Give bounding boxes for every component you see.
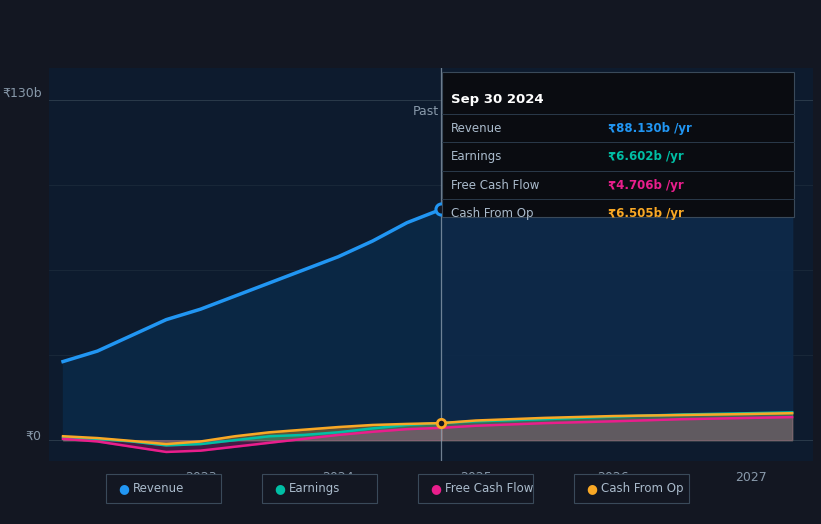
Text: Analysts Forecasts: Analysts Forecasts: [452, 105, 569, 118]
Text: ●: ●: [275, 483, 286, 495]
Text: Earnings: Earnings: [451, 150, 502, 163]
Text: Cash From Op: Cash From Op: [601, 483, 683, 495]
Text: Sep 30 2024: Sep 30 2024: [451, 93, 544, 106]
Text: ₹130b: ₹130b: [2, 87, 42, 100]
Text: ●: ●: [431, 483, 442, 495]
Text: ₹4.706b /yr: ₹4.706b /yr: [608, 179, 683, 192]
Text: Cash From Op: Cash From Op: [451, 208, 533, 220]
Text: Earnings: Earnings: [289, 483, 340, 495]
Text: ₹88.130b /yr: ₹88.130b /yr: [608, 122, 691, 135]
Text: Free Cash Flow: Free Cash Flow: [445, 483, 533, 495]
Text: ●: ●: [587, 483, 598, 495]
Text: Past: Past: [412, 105, 438, 118]
Text: Free Cash Flow: Free Cash Flow: [451, 179, 539, 192]
Text: ₹0: ₹0: [25, 430, 42, 443]
Text: Revenue: Revenue: [451, 122, 502, 135]
Text: Revenue: Revenue: [133, 483, 184, 495]
Text: ₹6.505b /yr: ₹6.505b /yr: [608, 208, 683, 220]
Text: ₹6.602b /yr: ₹6.602b /yr: [608, 150, 683, 163]
Text: ●: ●: [119, 483, 130, 495]
